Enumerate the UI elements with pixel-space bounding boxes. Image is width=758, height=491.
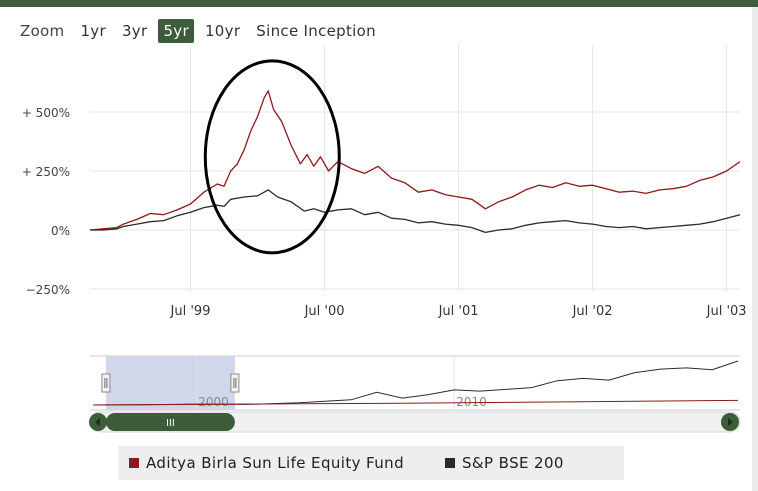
x-tick-label: Jul '03 <box>706 304 747 319</box>
y-tick-label: 0% <box>51 224 70 238</box>
navigator-axis-label: 2000 <box>198 395 229 409</box>
zoom-5yr-button[interactable]: 5yr <box>158 19 194 43</box>
zoom-bar: Zoom 1yr 3yr 5yr 10yr Since Inception <box>20 17 387 45</box>
index-swatch <box>445 458 456 468</box>
index-series-line <box>90 189 741 234</box>
y-tick-label: + 250% <box>22 165 70 179</box>
scrollbar-track <box>752 7 758 491</box>
scrollbar-thumb[interactable] <box>105 413 235 431</box>
zoom-since-inception-button[interactable]: Since Inception <box>256 22 376 40</box>
y-tick-label: −250% <box>26 283 70 297</box>
fund-swatch <box>129 458 139 468</box>
zoom-1yr-button[interactable]: 1yr <box>80 22 106 40</box>
navigator-selection <box>105 356 235 410</box>
scroll-right-arrow-icon <box>728 418 733 426</box>
scrollbar-grip: III <box>166 418 175 429</box>
navigator-right-handle[interactable] <box>230 373 240 393</box>
top-accent-bar <box>0 0 758 7</box>
navigator-fund-line <box>92 399 739 406</box>
legend-label-index: S&P BSE 200 <box>462 454 564 472</box>
zoom-10yr-button[interactable]: 10yr <box>204 22 241 40</box>
navigator-left-handle[interactable] <box>101 373 111 393</box>
legend-label-fund: Aditya Birla Sun Life Equity Fund <box>146 454 405 472</box>
zoom-3yr-button[interactable]: 3yr <box>121 22 148 40</box>
navigator-axis-label: 2010 <box>456 395 487 409</box>
annotation-ellipse <box>203 59 341 255</box>
zoom-label: Zoom <box>20 22 65 40</box>
handle-box <box>230 373 240 393</box>
legend-item-index[interactable]: S&P BSE 200 <box>445 454 564 472</box>
x-tick-label: Jul '99 <box>170 304 211 319</box>
scroll-left-arrow-icon <box>95 418 100 426</box>
x-tick-label: Jul '02 <box>572 304 613 319</box>
fund-series-line <box>89 90 741 231</box>
legend-item-fund[interactable]: Aditya Birla Sun Life Equity Fund <box>129 454 404 472</box>
y-tick-label: + 500% <box>22 106 70 120</box>
legend: Aditya Birla Sun Life Equity Fund S&P BS… <box>118 446 624 480</box>
x-tick-label: Jul '01 <box>438 304 479 319</box>
handle-box <box>101 373 111 393</box>
x-tick-label: Jul '00 <box>304 304 345 319</box>
